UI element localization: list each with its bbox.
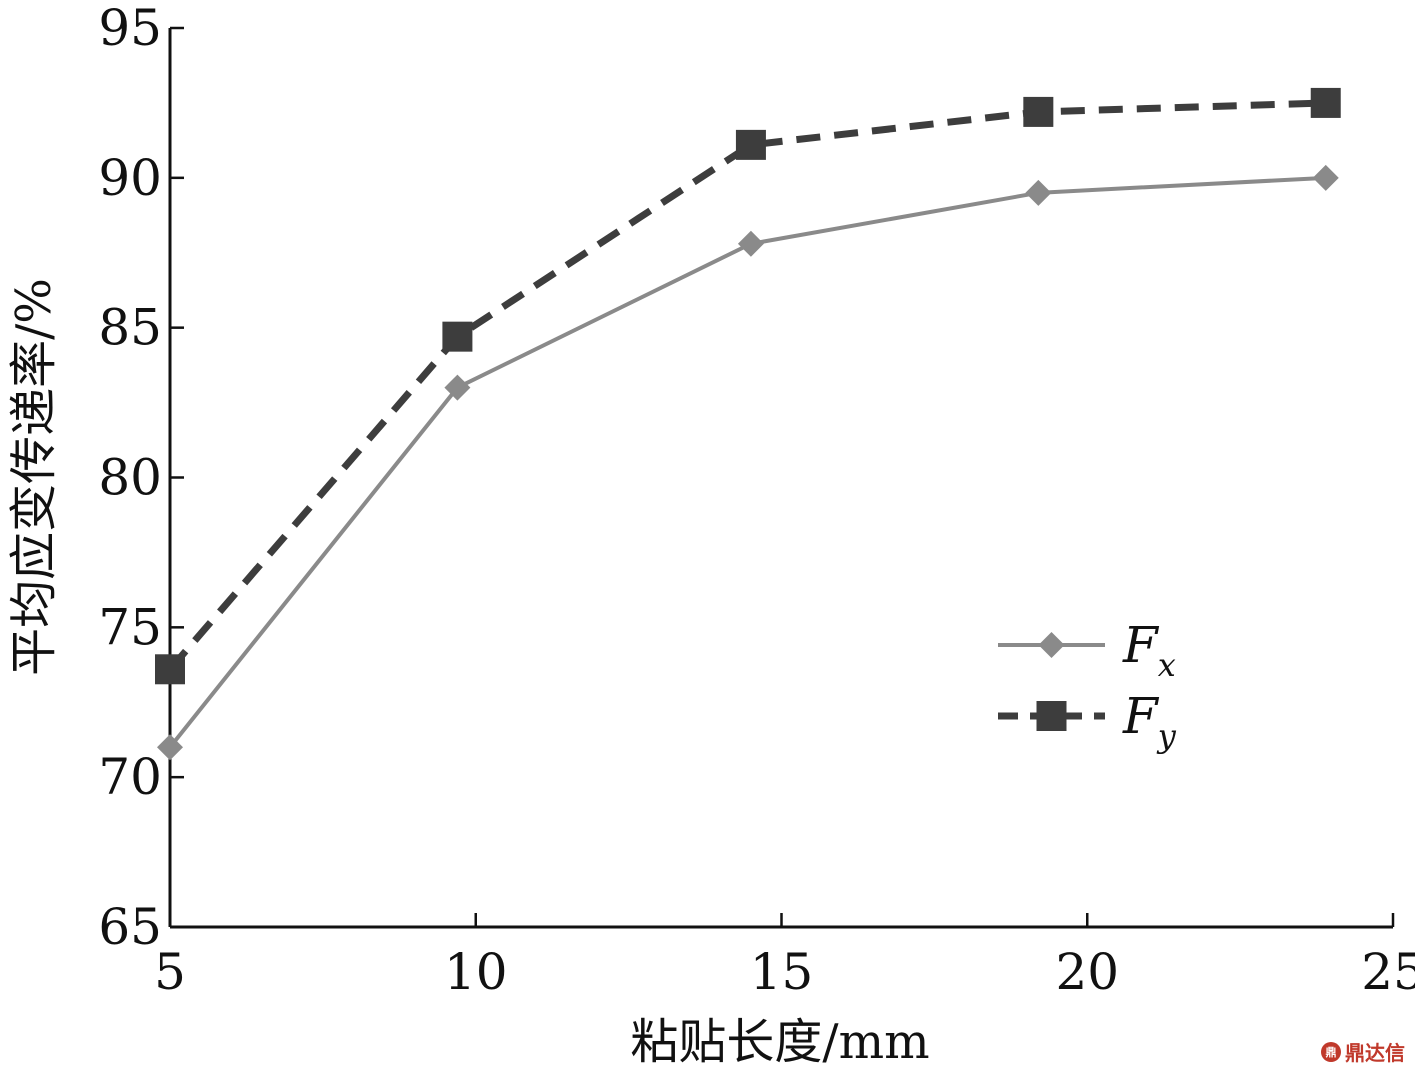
legend-marker-Fx: [1038, 632, 1065, 658]
data-point-Fx: [444, 374, 471, 401]
x-axis-title: 粘贴长度/mm: [630, 1014, 929, 1070]
watermark: 鼎 鼎达信: [1321, 1037, 1405, 1066]
data-point-Fy: [735, 129, 766, 160]
legend-label-Fy: Fy: [1122, 687, 1177, 755]
x-tick-label: 15: [750, 943, 814, 1001]
y-axis-title: 平均应变传递率/%: [6, 278, 62, 676]
data-point-Fx: [157, 734, 183, 761]
x-tick-label: 5: [154, 943, 186, 1001]
series-Fy: [155, 87, 1341, 685]
legend-label-Fx: Fx: [1122, 616, 1176, 684]
data-point-Fx: [1025, 179, 1052, 206]
series-Fx: [157, 164, 1339, 761]
axes: 65 70 75 80 85 90 95 5 10 15 20 25: [98, 0, 1415, 1001]
data-point-Fy: [442, 321, 473, 352]
watermark-text: 鼎达信: [1345, 1041, 1405, 1065]
x-tick-label: 20: [1055, 943, 1119, 1001]
data-point-Fy: [1310, 87, 1341, 118]
y-tick-label: 95: [98, 0, 162, 57]
data-point-Fx: [737, 230, 764, 257]
legend-marker-Fy: [1036, 701, 1067, 731]
data-point-Fy: [155, 654, 185, 685]
y-tick-label: 75: [98, 598, 162, 656]
data-point-Fx: [1312, 164, 1339, 191]
data-point-Fy: [1023, 96, 1054, 127]
y-tick-label: 90: [98, 149, 162, 207]
x-tick-label: 10: [444, 943, 508, 1001]
y-tick-label: 65: [98, 898, 162, 956]
y-tick-label: 85: [98, 299, 162, 357]
y-tick-label: 70: [98, 748, 162, 806]
series-layer: [155, 87, 1341, 761]
y-tick-label: 80: [98, 449, 162, 507]
x-tick-label: 25: [1361, 943, 1415, 1001]
logo-icon: 鼎: [1321, 1041, 1341, 1062]
